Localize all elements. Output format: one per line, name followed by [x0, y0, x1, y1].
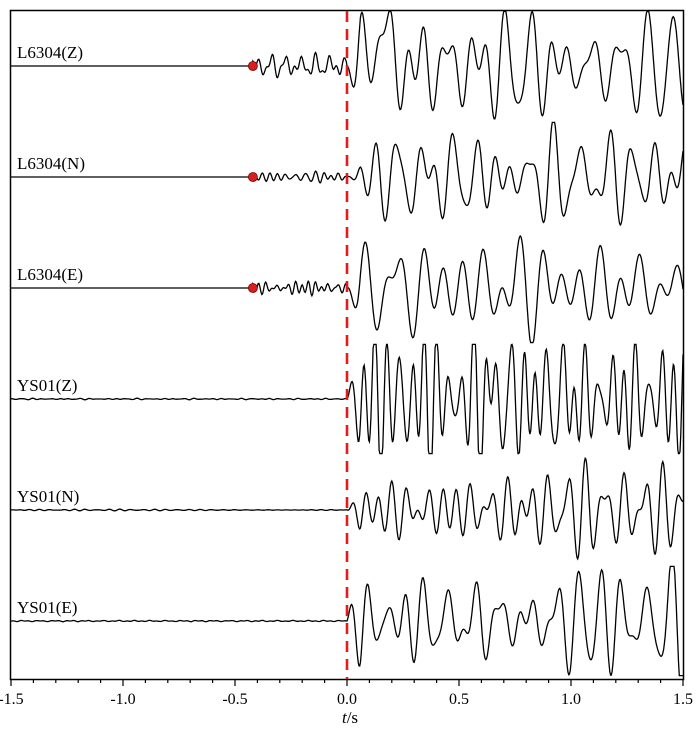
pick-marker-1	[247, 61, 258, 71]
trace-label-5: YS01(N)	[17, 487, 79, 506]
pick-markers	[247, 61, 258, 293]
x-tick-label: 0.0	[337, 691, 357, 708]
trace-line-6	[10, 565, 683, 677]
trace-label-1: L6304(Z)	[17, 43, 83, 62]
trace-label-2: L6304(N)	[17, 154, 85, 173]
trace-label-4: YS01(Z)	[17, 376, 77, 395]
trace-label-6: YS01(E)	[17, 598, 77, 617]
x-tick-label: 0.5	[449, 691, 469, 708]
x-tick-label: 1.5	[673, 691, 693, 708]
trace-label-3: L6304(E)	[17, 265, 83, 284]
traces	[10, 10, 684, 677]
pick-marker-3	[247, 283, 258, 293]
trace-line-5	[10, 456, 684, 561]
x-tick-label: -1.0	[110, 691, 135, 708]
x-axis-label: t/s	[342, 708, 358, 727]
x-tick-label: 1.0	[561, 691, 581, 708]
x-axis-ticks: -1.5 -1.0 -0.5 0.0 0.5 1.0 1.5	[0, 679, 693, 708]
trace-labels: L6304(Z) L6304(N) L6304(E) YS01(Z) YS01(N) YS…	[17, 43, 85, 617]
pick-marker-2	[247, 172, 258, 182]
x-tick-label: -1.5	[0, 691, 24, 708]
x-tick-label: -0.5	[222, 691, 247, 708]
